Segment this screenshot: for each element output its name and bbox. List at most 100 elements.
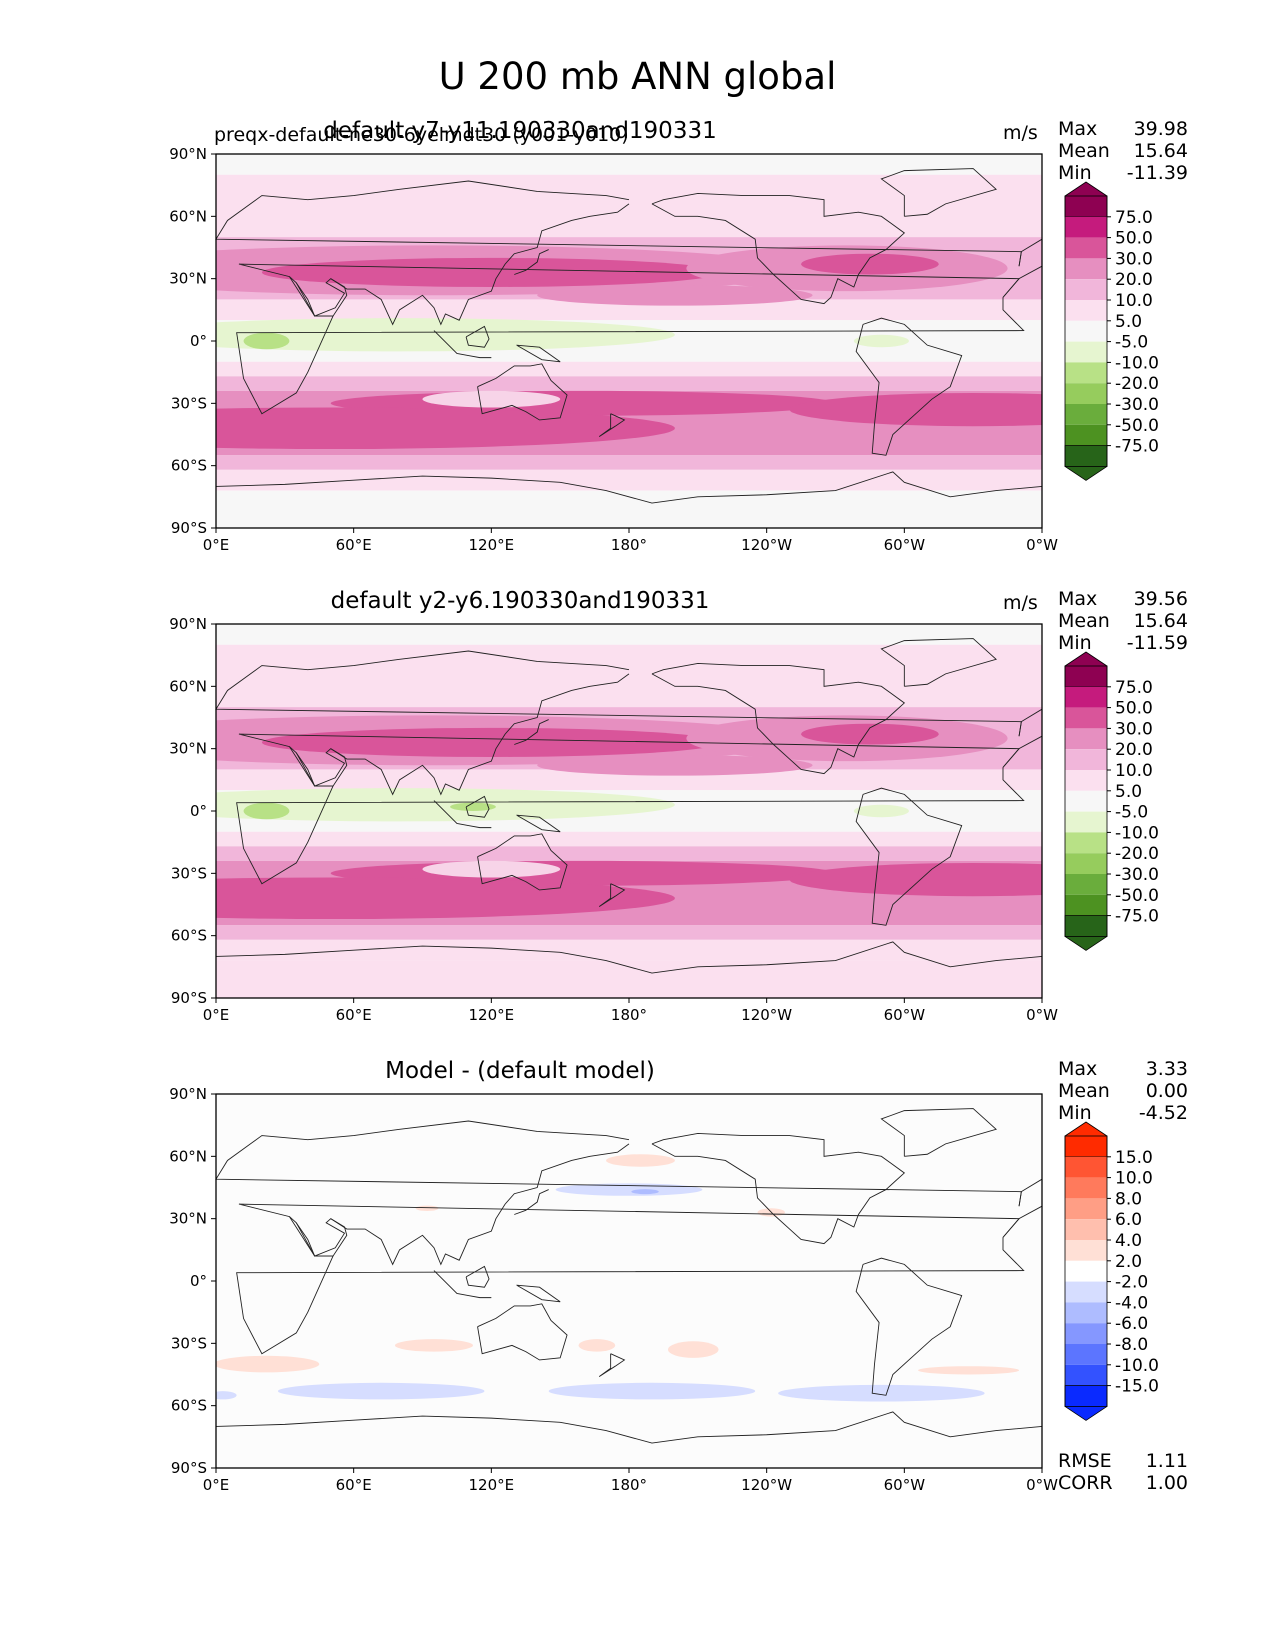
band — [216, 154, 1042, 175]
panel-title: default y7-y11.190330and190331 — [323, 118, 717, 144]
colorbar-swatch — [1065, 770, 1107, 791]
colorbar-swatch — [1065, 1177, 1107, 1199]
colorbar-swatch — [1065, 237, 1107, 259]
coastline — [516, 344, 561, 363]
coastline — [1018, 238, 1043, 267]
coastline — [477, 1303, 568, 1361]
coastline — [295, 1218, 348, 1257]
colorbar-label: -20.0 — [1115, 374, 1159, 394]
coastline — [477, 833, 568, 891]
x-tick-label: 120°E — [469, 536, 515, 554]
coastline — [651, 663, 906, 775]
colorbar-label: 8.0 — [1115, 1189, 1142, 1209]
y-tick-label: 30°N — [169, 740, 207, 758]
coastline — [465, 795, 490, 818]
region — [422, 860, 561, 878]
x-tick-label: 0°E — [203, 1006, 230, 1024]
colorbar-extend-bottom — [1064, 915, 1108, 951]
band — [216, 831, 1042, 847]
colorbar-label: -30.0 — [1115, 865, 1159, 885]
jet-core — [801, 723, 939, 745]
y-tick-label: 30°S — [171, 1334, 207, 1352]
colorbar-swatch — [1065, 874, 1107, 895]
colorbar-extend-top — [1064, 651, 1108, 688]
band — [216, 939, 1042, 961]
region — [491, 678, 859, 703]
panel-title: Model - (default model) — [385, 1058, 655, 1084]
max-label: Max — [1058, 588, 1098, 610]
colorbar-swatch — [1065, 1323, 1107, 1344]
coastline — [1002, 1205, 1043, 1238]
x-tick-label: 60°W — [884, 536, 926, 554]
colorbar-swatch — [1065, 853, 1107, 874]
y-tick-label: 0° — [190, 802, 207, 820]
colorbar-label: 6.0 — [1115, 1210, 1142, 1230]
colorbar-label: -8.0 — [1115, 1335, 1148, 1355]
colorbar-label: 15.0 — [1115, 1148, 1153, 1168]
band — [216, 299, 1042, 321]
positive-anomaly — [394, 1339, 473, 1352]
coastline — [1002, 735, 1043, 768]
coastline — [1018, 708, 1043, 737]
y-tick-label: 60°N — [169, 1147, 207, 1165]
colorbar-swatch — [1065, 832, 1107, 854]
coastline — [215, 1120, 1022, 1207]
y-tick-label: 60°S — [171, 927, 207, 945]
panel-subtitle: preqx-default-ne30-6yelmdt30 (y001-y010) — [214, 124, 629, 146]
y-tick-label: 90°S — [171, 989, 207, 1007]
rmse-corr-box: RMSE 1.11 CORR 1.00 — [1058, 1450, 1188, 1494]
map-plot: 0°E 60°E 120°E 180° 120°W 60°W 0°W 90°N 60°N 30°N… — [169, 615, 1159, 1024]
colorbar-outline — [1064, 195, 1108, 467]
jet-core — [261, 727, 721, 757]
colorbar-label: -30.0 — [1115, 395, 1159, 415]
coastline — [465, 1265, 490, 1288]
colorbar-swatch — [1065, 383, 1107, 404]
colorbar-label: 2.0 — [1115, 1252, 1142, 1272]
band — [216, 769, 1042, 791]
x-tick-label: 60°W — [884, 1006, 926, 1024]
coastline — [598, 413, 626, 437]
easterly-core — [243, 802, 290, 820]
colorbar-swatch — [1065, 1260, 1107, 1282]
negative-anomaly — [631, 1189, 659, 1195]
region — [422, 390, 561, 408]
coastline — [880, 638, 998, 687]
colorbar-label: -20.0 — [1115, 844, 1159, 864]
colorbar-extend-bottom — [1064, 1385, 1108, 1421]
coastline — [651, 1133, 906, 1245]
colorbar-swatch — [1065, 1281, 1107, 1303]
corr-value: 1.00 — [1145, 1472, 1188, 1494]
colorbar-label: 10.0 — [1115, 1169, 1153, 1189]
map-plot: 0°E 60°E 120°E 180° 120°W 60°W 0°W 90°N 60°N 30°N… — [169, 1085, 1159, 1494]
y-tick-label: 90°S — [171, 1459, 207, 1477]
colorbar-swatch — [1065, 1156, 1107, 1178]
x-tick-label: 60°W — [884, 1476, 926, 1494]
easterly-region — [853, 334, 909, 348]
coastline — [514, 249, 549, 275]
colorbar-outline — [1064, 665, 1108, 937]
x-tick-label: 120°W — [741, 536, 792, 554]
colorbar-swatch — [1065, 811, 1107, 833]
y-tick-label: 90°N — [169, 145, 207, 163]
y-tick-label: 30°N — [169, 270, 207, 288]
max-value: 3.33 — [1145, 1058, 1188, 1080]
colorbar-swatch — [1065, 1198, 1107, 1220]
max-value: 39.98 — [1133, 118, 1188, 140]
coastline — [465, 325, 490, 348]
map-plot: 0°E 60°E 120°E 180° 120°W 60°W 0°W 90°N 60°N 30°N… — [169, 145, 1159, 554]
coastline — [289, 673, 630, 796]
colorbar-label: 4.0 — [1115, 1231, 1142, 1251]
max-value: 39.56 — [1133, 588, 1188, 610]
coastline — [433, 800, 492, 829]
max-label: Max — [1058, 118, 1098, 140]
colorbar-swatch — [1065, 686, 1107, 708]
min-label: Min — [1058, 1102, 1092, 1124]
coastline — [477, 363, 568, 421]
min-label: Min — [1058, 162, 1092, 184]
stats-box: Max 39.56 Mean 15.64 Min -11.59 — [1058, 588, 1188, 654]
colorbar-swatch — [1065, 424, 1107, 446]
colorbar-label: 5.0 — [1115, 312, 1142, 332]
coastline — [215, 471, 1043, 504]
coastline — [433, 1270, 492, 1299]
coastline — [295, 748, 348, 787]
